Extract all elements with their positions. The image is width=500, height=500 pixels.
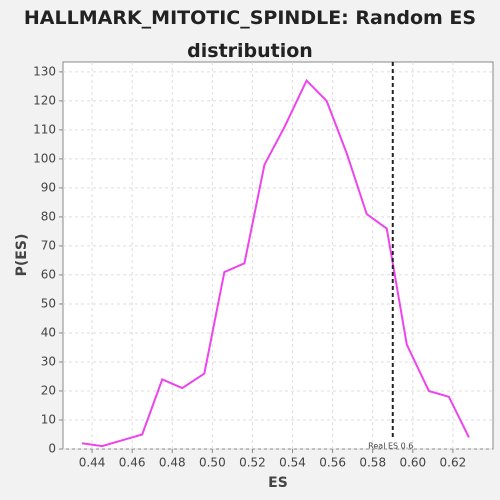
y-tick-label: 70 <box>41 238 56 252</box>
x-tick-label: 0.52 <box>239 456 266 470</box>
real-es-label: Real ES 0.6 <box>368 442 413 451</box>
y-tick-label: 30 <box>41 354 56 368</box>
y-tick-label: 0 <box>48 442 56 456</box>
x-tick-label: 0.54 <box>279 456 306 470</box>
y-tick-label: 20 <box>41 383 56 397</box>
x-tick-label: 0.62 <box>440 456 467 470</box>
y-tick-label: 60 <box>41 267 56 281</box>
y-tick-label: 50 <box>41 296 56 310</box>
y-tick-label: 80 <box>41 209 56 223</box>
y-tick-label: 40 <box>41 325 56 339</box>
y-axis-label: P(ES) <box>14 234 30 277</box>
y-tick-label: 120 <box>33 93 56 107</box>
x-tick-label: 0.58 <box>359 456 386 470</box>
data-line <box>81 78 470 448</box>
x-tick-label: 0.50 <box>199 456 226 470</box>
x-tick-label: 0.46 <box>119 456 146 470</box>
chart-title: HALLMARK_MITOTIC_SPINDLE: Random ES dist… <box>23 7 477 62</box>
x-tick-label: 0.56 <box>319 456 346 470</box>
y-tick-label: 10 <box>41 412 56 426</box>
x-tick-label: 0.48 <box>159 456 186 470</box>
y-tick-label: 110 <box>33 122 56 136</box>
x-axis-label: ES <box>268 475 288 491</box>
x-tick-label: 0.44 <box>79 456 106 470</box>
plot-area <box>62 61 494 450</box>
y-tick-label: 130 <box>33 64 56 78</box>
y-tick-label: 90 <box>41 180 56 194</box>
y-tick-label: 100 <box>33 151 56 165</box>
x-tick-label: 0.60 <box>399 456 426 470</box>
